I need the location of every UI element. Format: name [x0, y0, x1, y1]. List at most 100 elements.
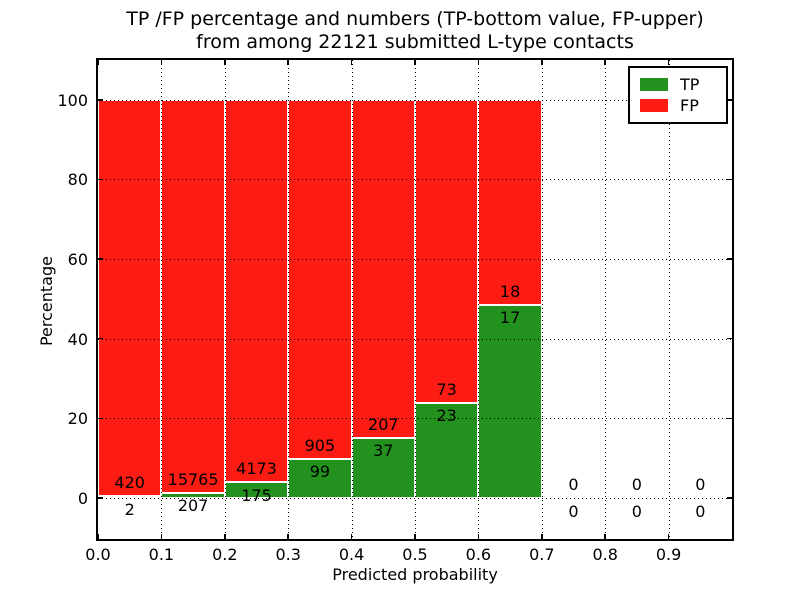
y-tick-left: [98, 337, 103, 340]
chart-title: TP /FP percentage and numbers (TP-bottom…: [98, 8, 732, 54]
tp-legend-label: TP: [680, 75, 700, 94]
fp-bar: [415, 99, 479, 403]
fp-bar: [478, 99, 542, 305]
x-tick-label: 0.5: [402, 545, 428, 564]
x-tick-top: [224, 60, 226, 65]
x-tick-top: [97, 60, 99, 65]
x-tick-bottom: [287, 534, 289, 539]
x-tick-label: 0.1: [148, 545, 175, 564]
vertical-gridline: [541, 60, 543, 539]
fp-legend-swatch: [640, 99, 668, 112]
vertical-gridline: [288, 60, 290, 539]
x-tick-bottom: [414, 534, 416, 539]
x-tick-top: [604, 60, 606, 65]
fp-count-label: 15765: [167, 470, 219, 490]
x-tick-label: 0.6: [465, 545, 492, 564]
fp-legend-label: FP: [680, 96, 699, 115]
fp-count-label: 0: [631, 475, 642, 495]
fp-bar: [161, 99, 225, 493]
y-tick-left: [98, 497, 103, 499]
x-tick-bottom: [541, 534, 543, 539]
y-tick-label: 0: [77, 488, 88, 508]
y-tick-right: [727, 178, 732, 181]
tp-count-label: 0: [695, 501, 706, 521]
x-tick-top: [541, 60, 543, 65]
x-tick-bottom: [160, 534, 163, 539]
tp-count-label: 207: [177, 496, 209, 516]
x-tick-label: 0.3: [275, 545, 301, 564]
chart-title-line2: from among 22121 submitted L-type contac…: [196, 31, 634, 53]
vertical-gridline: [351, 60, 353, 539]
fp-count-label: 207: [368, 414, 399, 434]
tp-count-label: 17: [499, 308, 521, 328]
vertical-gridline: [224, 60, 226, 539]
x-tick-label: 0.8: [592, 545, 618, 564]
vertical-gridline: [668, 60, 670, 539]
legend-item-fp: FP: [640, 95, 726, 116]
x-tick-bottom: [350, 534, 353, 539]
tp-count-label: 37: [373, 441, 394, 461]
x-tick-top: [667, 60, 670, 65]
y-tick-left: [98, 99, 103, 101]
vertical-gridline: [415, 60, 416, 539]
y-tick-left: [98, 258, 103, 260]
tp-count-label: 23: [436, 406, 457, 426]
x-tick-top: [160, 60, 163, 65]
vertical-gridline: [605, 60, 607, 539]
vertical-gridline: [478, 60, 480, 539]
tp-count-label: 0: [568, 501, 579, 521]
tp-count-label: 2: [124, 499, 135, 519]
x-tick-bottom: [97, 534, 99, 539]
x-axis-label: Predicted probability: [332, 565, 498, 584]
fp-bar: [98, 99, 162, 497]
tp-legend-swatch: [640, 78, 668, 91]
x-tick-bottom: [604, 534, 606, 539]
x-tick-top: [477, 60, 480, 65]
x-tick-bottom: [224, 534, 226, 539]
y-tick-label: 40: [67, 329, 88, 349]
y-tick-right: [727, 417, 732, 420]
y-tick-right: [727, 99, 732, 101]
legend: TP FP: [628, 66, 728, 124]
fp-count-label: 18: [499, 281, 521, 301]
y-tick-right: [727, 497, 732, 499]
x-tick-label: 0.0: [85, 545, 111, 564]
legend-item-tp: TP: [640, 74, 726, 95]
y-tick-label: 100: [57, 90, 88, 110]
tp-bar: [351, 437, 415, 498]
chart-title-line1: TP /FP percentage and numbers (TP-bottom…: [126, 8, 704, 30]
x-tick-label: 0.7: [529, 545, 555, 564]
tp-count-label: 175: [241, 485, 272, 505]
y-tick-label: 80: [67, 170, 88, 190]
x-tick-label: 0.2: [212, 545, 238, 564]
y-tick-label: 60: [67, 250, 88, 270]
x-tick-label: 0.4: [338, 545, 365, 564]
tp-bar: [98, 496, 162, 499]
x-tick-top: [414, 60, 416, 65]
x-tick-top: [350, 60, 353, 65]
fp-count-label: 905: [304, 435, 336, 455]
y-tick-label: 20: [67, 409, 88, 429]
fp-count-label: 4173: [236, 459, 277, 479]
y-tick-left: [98, 178, 103, 181]
x-tick-bottom: [667, 534, 670, 539]
vertical-gridline: [161, 60, 163, 539]
fp-bar: [351, 99, 415, 438]
fp-count-label: 0: [695, 475, 706, 495]
fp-bar: [288, 99, 352, 459]
fp-count-label: 420: [114, 473, 145, 493]
y-tick-left: [98, 417, 103, 420]
x-tick-label: 0.9: [655, 545, 682, 564]
tp-count-label: 99: [309, 462, 331, 482]
fp-bar: [224, 99, 289, 482]
fp-count-label: 73: [436, 379, 457, 399]
x-tick-bottom: [477, 534, 480, 539]
x-tick-top: [287, 60, 289, 65]
fp-count-label: 0: [568, 475, 579, 495]
tp-count-label: 0: [631, 501, 642, 521]
y-tick-right: [727, 337, 732, 340]
tp-bar: [478, 304, 542, 498]
y-axis-label: Percentage: [37, 256, 56, 347]
y-tick-right: [727, 258, 732, 260]
